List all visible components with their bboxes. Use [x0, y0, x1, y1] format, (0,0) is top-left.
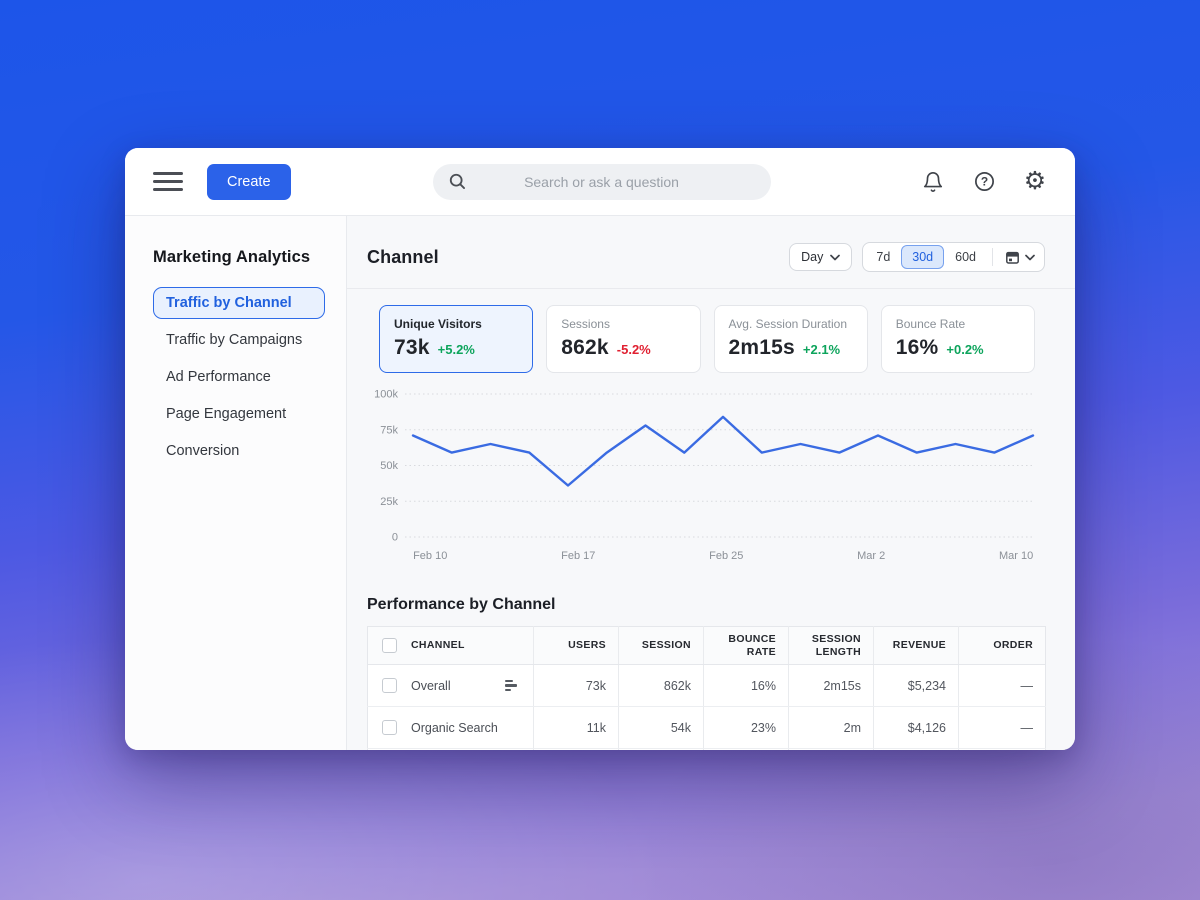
column-header-bounce-rate: BOUNCE RATE	[703, 626, 789, 665]
kpi-label: Bounce Rate	[895, 317, 966, 331]
channel-name: Organic Search	[411, 720, 498, 735]
sidebar-title: Marketing Analytics	[153, 248, 311, 266]
sidebar-item-traffic-by-channel[interactable]: Traffic by Channel	[153, 287, 325, 319]
calendar-icon	[1006, 251, 1019, 264]
sidebar-item-page-engagement[interactable]: Page Engagement	[166, 406, 287, 422]
kpi-label: Sessions	[561, 317, 610, 331]
range-segmented-control: 7d 30d 60d	[862, 242, 1045, 272]
sidebar-nav: Traffic by Channel Traffic by Campaigns …	[153, 287, 325, 467]
users-cell: 73k	[533, 664, 619, 707]
table-row-organic-search[interactable]: Organic Search 11k 54k 23% 2m $4,126 —	[367, 706, 1046, 749]
kpi-value: 73k	[394, 336, 430, 359]
kpi-card-sessions[interactable]: Sessions 862k -5.2%	[546, 305, 701, 373]
kpi-delta: +0.2%	[946, 342, 984, 357]
help-icon[interactable]: ?	[971, 169, 997, 195]
kpi-card-unique-visitors[interactable]: Unique Visitors 73k +5.2%	[379, 305, 534, 373]
main-content: Channel Day 7d 30d 60d	[347, 216, 1075, 750]
range-option-7d[interactable]: 7d	[876, 250, 891, 264]
svg-text:100k: 100k	[374, 389, 398, 401]
table-section-title: Performance by Channel	[367, 596, 556, 613]
performance-table: CHANNEL USERS SESSION BOUNCE RATE SESSIO…	[367, 626, 1046, 750]
column-header-users: USERS	[533, 626, 619, 665]
revenue-cell: $4,126	[873, 706, 959, 749]
svg-text:Mar 10: Mar 10	[999, 550, 1033, 562]
search-input[interactable]	[468, 173, 757, 190]
session-cell: 54k	[618, 706, 704, 749]
column-header-session-length: SESSION LENGTH	[788, 626, 874, 665]
row-checkbox[interactable]	[382, 678, 397, 693]
column-header-session: SESSION	[618, 626, 704, 665]
filter-sort-icon[interactable]	[505, 680, 517, 691]
select-all-checkbox[interactable]	[382, 638, 397, 653]
svg-text:Feb 10: Feb 10	[413, 550, 447, 562]
divider	[992, 248, 993, 266]
svg-text:Mar 2: Mar 2	[857, 550, 885, 562]
kpi-delta: -5.2%	[616, 342, 651, 357]
column-header-order: ORDER	[958, 626, 1046, 665]
kpi-value: 16%	[895, 336, 939, 359]
svg-text:Feb 25: Feb 25	[709, 550, 743, 562]
revenue-cell: $5,234	[873, 664, 959, 707]
kpi-label: Avg. Session Duration	[728, 317, 848, 331]
kpi-label: Unique Visitors	[394, 317, 482, 331]
page-title: Channel	[367, 246, 439, 267]
date-picker-button[interactable]	[998, 247, 1042, 268]
topbar-actions: ? ⚙	[920, 169, 1048, 195]
settings-gear-icon[interactable]: ⚙	[1023, 167, 1047, 195]
svg-text:0: 0	[392, 532, 398, 544]
search-icon	[449, 173, 465, 189]
interval-dropdown-value: Day	[801, 250, 824, 264]
order-cell: —	[958, 706, 1046, 749]
kpi-card-bounce-rate[interactable]: Bounce Rate 16% +0.2%	[880, 305, 1035, 373]
range-option-30d[interactable]: 30d	[901, 245, 945, 269]
kpi-delta: +2.1%	[802, 342, 841, 357]
create-button[interactable]: Create	[207, 163, 291, 200]
session-cell: 862k	[618, 664, 704, 707]
session-length-cell: 2m	[788, 706, 874, 749]
sidebar: Marketing Analytics Traffic by Channel T…	[125, 216, 347, 750]
sidebar-item-traffic-by-campaigns[interactable]: Traffic by Campaigns	[166, 332, 303, 348]
chevron-down-icon	[830, 254, 841, 260]
search-bar[interactable]	[433, 163, 771, 200]
svg-text:75k: 75k	[380, 424, 398, 436]
table-row[interactable]	[367, 748, 1046, 750]
table-row-overall[interactable]: Overall 73k 862k 16% 2m15s $5,234 —	[367, 664, 1046, 707]
kpi-cards: Unique Visitors 73k +5.2% Sessions 862k …	[379, 305, 1035, 373]
bounce-rate-cell: 16%	[703, 664, 789, 707]
column-header-revenue: REVENUE	[873, 626, 959, 665]
hamburger-menu-icon[interactable]	[153, 172, 183, 191]
time-controls: Day 7d 30d 60d	[789, 242, 1045, 272]
table-header-row: CHANNEL USERS SESSION BOUNCE RATE SESSIO…	[367, 626, 1046, 665]
interval-dropdown[interactable]: Day	[789, 243, 853, 271]
kpi-card-avg-session-duration[interactable]: Avg. Session Duration 2m15s +2.1%	[713, 305, 868, 373]
svg-text:25k: 25k	[380, 496, 398, 508]
sidebar-item-conversion[interactable]: Conversion	[166, 443, 240, 459]
notifications-bell-icon[interactable]	[920, 169, 946, 195]
topbar: Create ? ⚙	[125, 148, 1075, 216]
channel-name: Overall	[411, 678, 451, 693]
kpi-value: 2m15s	[728, 336, 795, 359]
svg-text:Feb 17: Feb 17	[561, 550, 595, 562]
range-option-60d[interactable]: 60d	[955, 250, 976, 264]
main-header: Channel Day 7d 30d 60d	[347, 242, 1075, 289]
bounce-rate-cell: 23%	[703, 706, 789, 749]
svg-text:?: ?	[980, 175, 987, 189]
traffic-line-chart: 100k 75k 50k 25k 0 Feb 10 Feb 17 Feb 25 Mar 2 Mar…	[374, 385, 1035, 572]
column-header-channel: CHANNEL	[411, 639, 465, 652]
svg-text:50k: 50k	[380, 460, 398, 472]
row-checkbox[interactable]	[382, 720, 397, 735]
users-cell: 11k	[533, 706, 619, 749]
kpi-value: 862k	[561, 336, 609, 359]
session-length-cell: 2m15s	[788, 664, 874, 707]
sidebar-item-ad-performance[interactable]: Ad Performance	[166, 369, 271, 385]
order-cell: —	[958, 664, 1046, 707]
chevron-down-icon	[1025, 254, 1035, 260]
analytics-app-window: Create ? ⚙ Mar	[125, 148, 1075, 750]
kpi-delta: +5.2%	[437, 342, 475, 357]
line-chart-svg: 100k 75k 50k 25k 0 Feb 10 Feb 17 Feb 25 Mar 2 Mar…	[374, 389, 1035, 562]
